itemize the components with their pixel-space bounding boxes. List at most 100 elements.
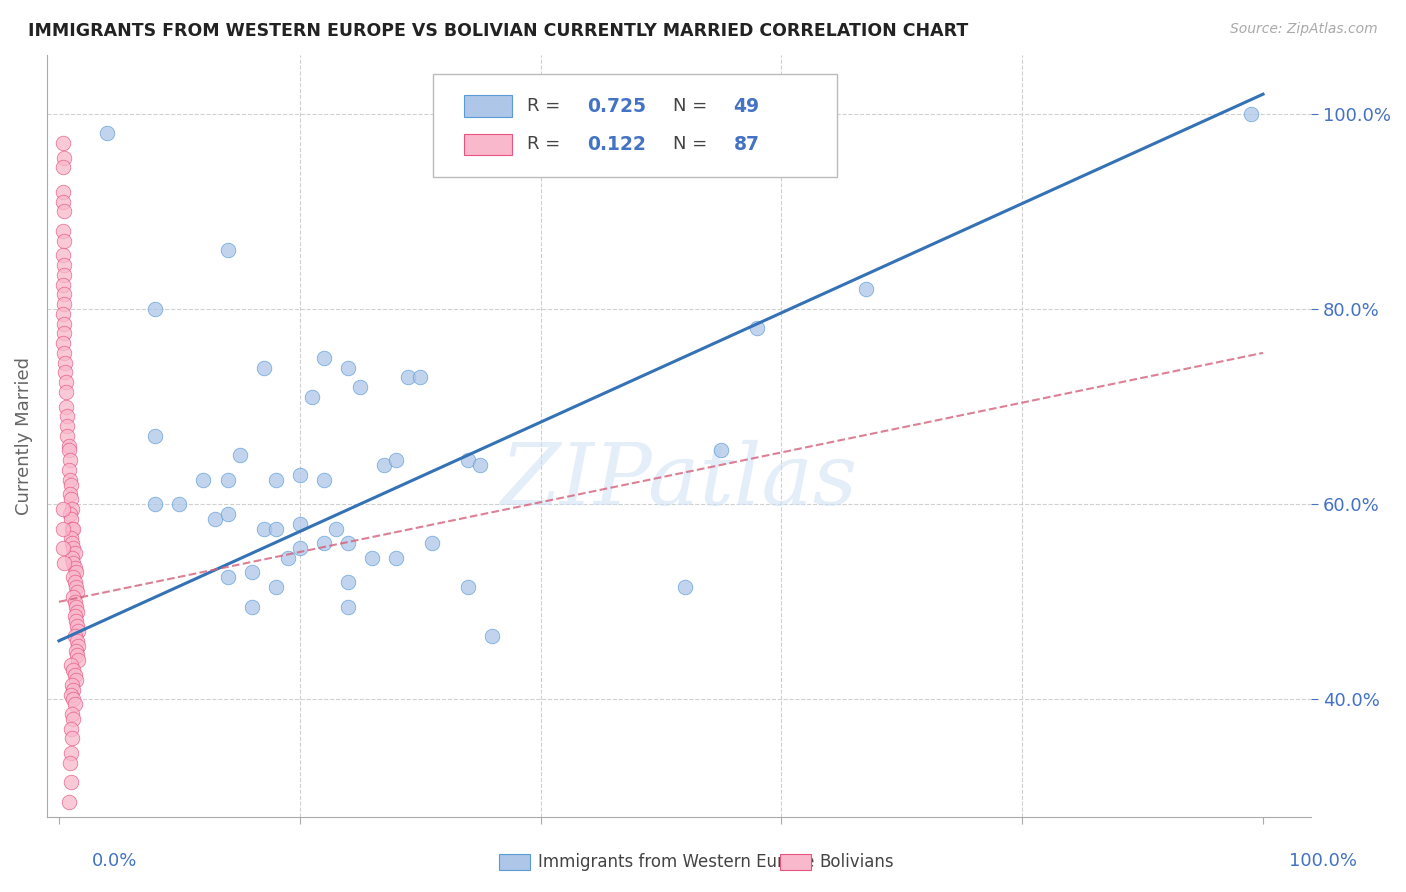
Point [59,453,82,467]
Point [60,502,83,516]
Point [51,277,73,292]
Point [63,609,86,624]
Point [51,248,73,262]
Point [51,224,73,238]
Text: ZIPatlas: ZIPatlas [501,440,858,523]
Text: 0.122: 0.122 [586,135,645,153]
Point [385,453,408,467]
Point [58,795,80,809]
Point [51,307,73,321]
Point [52,317,75,331]
Point [66,605,89,619]
Point [457,580,479,594]
Point [288,467,311,482]
Point [59,775,82,789]
Point [65,566,87,580]
Point [60,706,83,721]
Point [217,473,239,487]
Point [143,301,166,316]
Point [228,448,250,462]
Point [56,409,79,424]
Point [62,692,84,706]
Text: N =: N = [672,97,713,115]
Point [59,722,82,736]
Point [264,522,287,536]
Point [63,595,86,609]
Point [59,507,82,521]
Point [65,599,87,614]
Point [253,522,276,536]
Point [59,746,82,760]
Point [253,360,276,375]
Point [65,615,87,629]
Point [52,287,75,301]
Point [67,639,90,653]
Point [51,194,73,209]
Point [217,570,239,584]
Point [62,522,84,536]
Point [66,585,89,599]
Point [288,516,311,531]
Point [65,673,87,687]
Point [143,497,166,511]
Point [52,151,75,165]
Point [63,575,86,590]
Text: 49: 49 [734,96,759,116]
Point [52,204,75,219]
Point [312,536,335,550]
Text: N =: N = [672,136,713,153]
Point [63,698,86,712]
Point [51,161,73,175]
Point [240,566,263,580]
Point [58,439,80,453]
Point [62,712,84,726]
Point [59,487,82,501]
Point [56,419,79,434]
Point [60,536,83,550]
Point [361,550,384,565]
Point [51,541,73,555]
Point [169,497,191,511]
Point [51,136,73,150]
Point [51,336,73,351]
Point [62,590,84,604]
Point [301,390,323,404]
Text: 87: 87 [734,135,759,153]
Point [336,575,359,590]
Text: IMMIGRANTS FROM WESTERN EUROPE VS BOLIVIAN CURRENTLY MARRIED CORRELATION CHART: IMMIGRANTS FROM WESTERN EUROPE VS BOLIVI… [28,22,969,40]
Text: 0.0%: 0.0% [91,852,136,870]
Point [396,370,419,384]
Point [55,375,77,389]
Point [58,463,80,477]
Point [1240,106,1263,120]
Point [481,629,503,643]
Point [420,536,443,550]
Point [204,512,226,526]
Point [312,473,335,487]
Point [52,346,75,360]
Point [51,522,73,536]
Point [55,400,77,414]
Point [59,512,82,526]
Point [56,429,79,443]
Point [59,756,82,770]
Point [62,570,84,584]
Point [59,492,82,507]
Point [325,522,347,536]
Text: R =: R = [527,136,567,153]
Point [53,356,76,370]
Point [62,682,84,697]
Point [264,473,287,487]
Point [217,507,239,521]
Point [52,234,75,248]
Point [66,633,89,648]
Point [63,629,86,643]
Point [373,458,395,472]
Point [62,556,84,570]
Point [349,380,371,394]
Point [62,541,84,555]
Text: R =: R = [527,97,567,115]
Point [336,599,359,614]
Point [52,556,75,570]
Point [67,624,90,638]
